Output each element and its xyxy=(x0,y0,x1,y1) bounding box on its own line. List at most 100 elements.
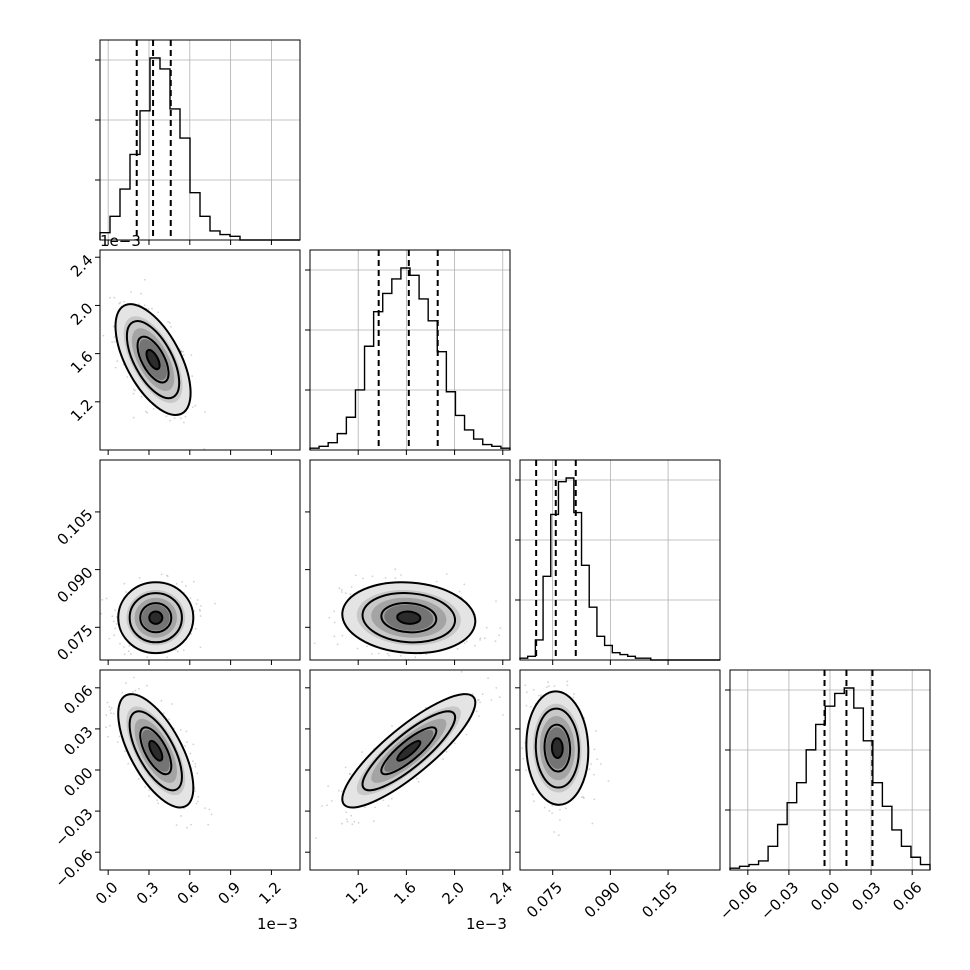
pair-0-point xyxy=(169,419,171,422)
pair-0-point xyxy=(190,354,193,356)
pair-1-contour-0 xyxy=(117,581,195,655)
pair-5-density-4 xyxy=(551,738,563,758)
y-tick-label-param1: 1.6 xyxy=(67,347,97,377)
pair-4-point xyxy=(490,699,493,701)
pair-1-point xyxy=(182,649,185,652)
pair-5-point xyxy=(593,798,596,801)
pair-panel-2-1 xyxy=(305,459,511,673)
pair-4-point xyxy=(372,820,375,823)
pair-4-point xyxy=(502,714,504,716)
x-tick-label-param3: −0.03 xyxy=(757,878,802,923)
hist-0-frame xyxy=(99,39,301,241)
pair-4-point xyxy=(353,820,356,823)
pair-0-point xyxy=(123,300,125,303)
x-tick-label-param1: 2.4 xyxy=(487,878,517,908)
pair-panel-3-2 xyxy=(515,669,721,875)
pair-2-contour-3 xyxy=(396,610,422,625)
pair-3-point xyxy=(186,826,189,829)
pair-0-point xyxy=(132,392,135,395)
pair-5-point xyxy=(540,694,542,696)
pair-1-point xyxy=(144,688,146,690)
hist-2-frame xyxy=(519,459,721,661)
pair-0-point xyxy=(182,354,185,356)
pair-3-contour-2 xyxy=(139,726,173,776)
x-tick-label-param0: 1.2 xyxy=(255,878,285,908)
y-tick-label-param2: 0.105 xyxy=(53,506,96,549)
pair-1-point xyxy=(108,637,111,640)
pair-panel-3-0 xyxy=(95,669,301,875)
pair-3-point xyxy=(171,703,173,705)
pair-0-point xyxy=(126,376,129,378)
hist-panel-2 xyxy=(515,459,721,661)
pair-5-point xyxy=(531,793,534,796)
pair-3-point xyxy=(138,687,140,690)
pair-3-point xyxy=(121,691,124,694)
pair-1-point xyxy=(119,642,121,645)
pair-2-point xyxy=(349,593,352,595)
pair-5-point xyxy=(595,730,597,732)
pair-3-point xyxy=(110,712,112,715)
pair-2-point xyxy=(333,621,336,624)
pair-2-point xyxy=(425,653,428,656)
y-tick-label-param2: 0.090 xyxy=(53,563,96,606)
pair-2-point xyxy=(495,600,497,602)
pair-1-point xyxy=(125,591,127,593)
pair-3-point xyxy=(175,824,178,826)
pair-3-frame xyxy=(99,669,301,871)
pair-2-point xyxy=(474,644,476,647)
pair-1-point xyxy=(111,615,114,618)
pair-5-point xyxy=(525,691,528,694)
pair-1-point xyxy=(112,662,114,664)
pair-2-point xyxy=(400,574,402,576)
pair-1-point xyxy=(192,580,195,583)
pair-1-point xyxy=(184,585,187,587)
pair-0-contour-3 xyxy=(145,348,161,371)
pair-0-point xyxy=(191,375,194,377)
pair-3-point xyxy=(197,800,199,803)
pair-5-point xyxy=(566,680,569,683)
offset-label-param0-x: 1e−3 xyxy=(257,915,298,933)
pair-3-point xyxy=(146,684,148,687)
pair-2-point xyxy=(394,568,397,571)
pair-3-point xyxy=(196,772,199,775)
pair-3-point xyxy=(107,735,109,738)
pair-4-content xyxy=(295,670,504,839)
pair-0-point xyxy=(146,411,149,414)
pair-2-point xyxy=(494,640,497,643)
pair-2-point xyxy=(341,634,344,637)
pair-0-point xyxy=(132,388,135,391)
pair-5-frame xyxy=(519,669,721,871)
x-tick-label-param1: 2.0 xyxy=(438,878,468,908)
pair-0-point xyxy=(194,404,197,407)
pair-3-point xyxy=(106,701,109,704)
pair-2-point xyxy=(483,637,486,640)
pair-5-point xyxy=(588,768,591,771)
pair-0-point xyxy=(116,360,119,363)
pair-3-point xyxy=(190,823,192,826)
pair-4-point xyxy=(390,797,393,800)
pair-3-point xyxy=(207,823,210,826)
pair-0-point xyxy=(113,340,116,343)
pair-5-point xyxy=(551,804,554,807)
pair-1-point xyxy=(115,623,118,625)
pair-2-point xyxy=(465,640,468,643)
pair-4-contour-3 xyxy=(396,739,422,762)
pair-4-point xyxy=(315,837,317,839)
pair-4-point xyxy=(387,805,390,807)
pair-0-point xyxy=(140,292,143,295)
pair-4-point xyxy=(351,823,354,826)
pair-2-point xyxy=(393,671,395,673)
pair-4-point xyxy=(295,800,297,802)
y-tick-label-param2: 0.075 xyxy=(53,621,96,664)
pair-5-point xyxy=(543,806,546,809)
pair-0-point xyxy=(119,301,122,304)
pair-3-contour-0 xyxy=(117,693,195,809)
pair-4-point xyxy=(346,820,349,823)
pair-5-contour-1 xyxy=(534,707,580,789)
pair-5-point xyxy=(565,807,567,810)
pair-5-point xyxy=(559,808,561,811)
pair-5-point xyxy=(591,822,594,825)
pair-4-point xyxy=(330,800,333,802)
pair-0-point xyxy=(102,334,105,337)
